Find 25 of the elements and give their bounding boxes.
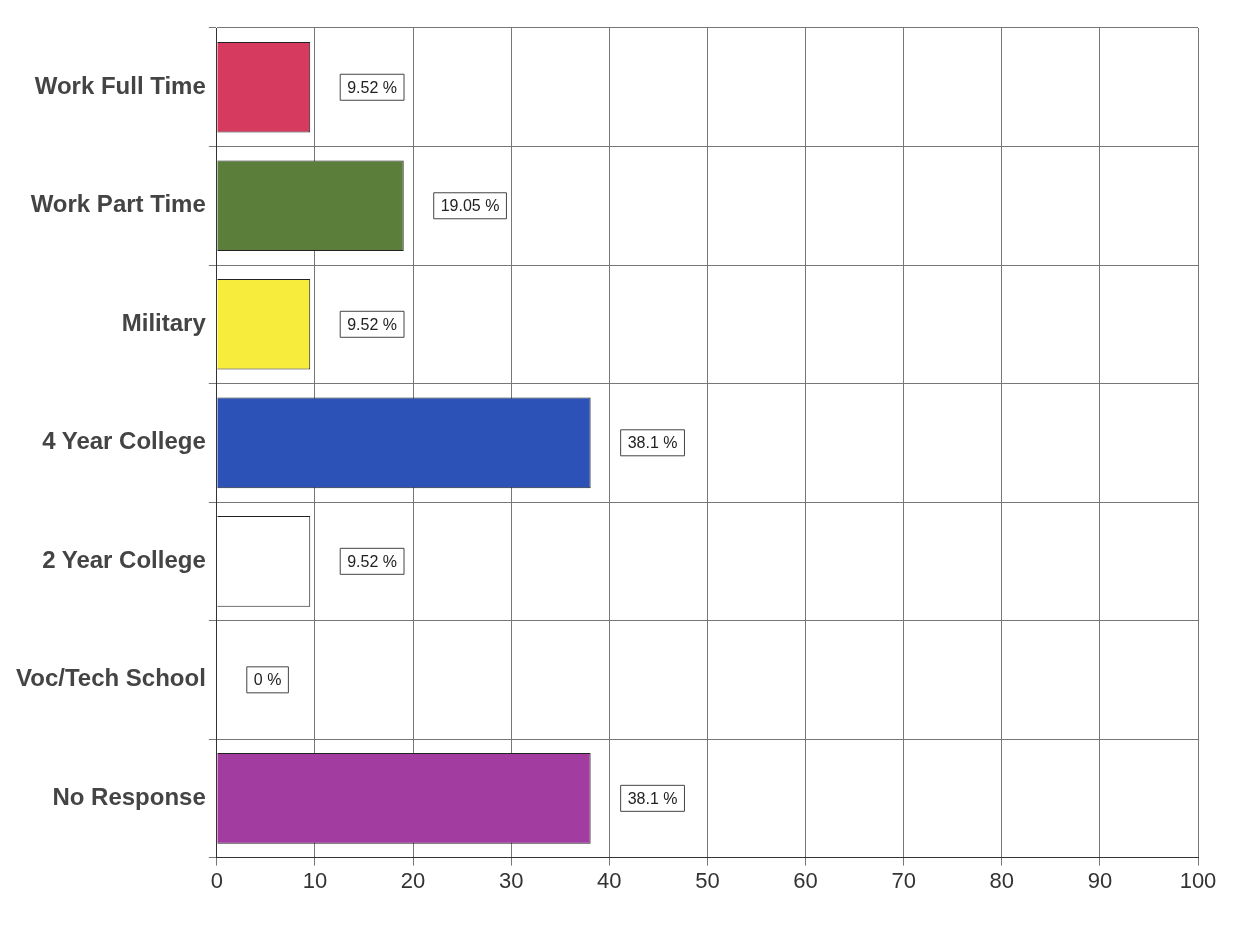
- x-tick-label: 20: [400, 867, 426, 893]
- y-tick-label: Work Full Time: [34, 71, 206, 99]
- y-tick-label: No Response: [52, 782, 206, 810]
- x-tick-label: 40: [597, 867, 622, 893]
- data-label: 9.52 %: [347, 78, 398, 96]
- x-tick-label: 10: [302, 867, 328, 893]
- y-tick-label: 4 Year College: [42, 427, 206, 455]
- data-label: 9.52 %: [347, 552, 398, 570]
- x-tick-label: 0: [210, 867, 223, 893]
- x-tick-label: 60: [793, 867, 818, 893]
- x-tick-label: 50: [695, 867, 720, 893]
- x-tick-label: 80: [989, 867, 1014, 893]
- x-tick-label: 70: [891, 867, 916, 893]
- data-label: 38.1 %: [627, 789, 678, 807]
- y-tick-label: Military: [121, 308, 207, 336]
- x-tick-label: 100: [1179, 867, 1217, 893]
- data-label: 0 %: [253, 671, 282, 689]
- x-tick-label: 30: [498, 867, 524, 893]
- x-tick-label: 90: [1087, 867, 1113, 893]
- data-label: 38.1 %: [627, 434, 678, 452]
- y-tick-label: Work Part Time: [30, 190, 206, 218]
- y-tick-label: Voc/Tech School: [16, 664, 206, 692]
- data-label: 19.05 %: [440, 197, 500, 215]
- y-tick-label: 2 Year College: [42, 545, 206, 573]
- data-label: 9.52 %: [347, 315, 398, 333]
